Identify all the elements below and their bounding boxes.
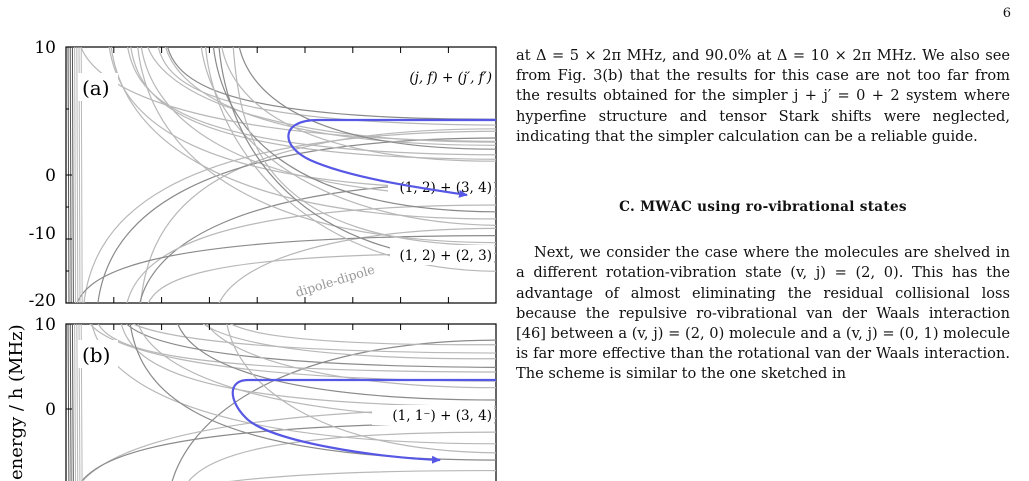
tick-label-b-10: 10 xyxy=(34,315,56,335)
y-axis-label: energy / h (MHz) xyxy=(6,324,27,480)
level-curve-b-13 xyxy=(188,431,496,481)
level-curve-b-8 xyxy=(177,324,496,401)
level-curve-b-2 xyxy=(132,324,496,354)
level-curve-b-wall-1 xyxy=(69,324,72,481)
level-curve-b-1 xyxy=(230,324,496,346)
level-curve-a-19 xyxy=(218,227,496,303)
tick-label-b-0: 0 xyxy=(45,400,56,420)
level-curve-b-11 xyxy=(137,324,496,419)
panel-a-label: (a) xyxy=(82,76,110,100)
paragraph-2: Next, we consider the case where the mol… xyxy=(516,244,1010,383)
text-column: at Δ = 5 × 2π MHz, and 90.0% at Δ = 10 ×… xyxy=(516,46,1010,385)
level-curve-a-25 xyxy=(205,47,496,272)
level-curve-a-11 xyxy=(221,47,496,162)
level-curve-b-wall-2 xyxy=(71,324,74,481)
level-curve-a-13 xyxy=(108,47,496,190)
adiabatic-path-arrow-a xyxy=(287,118,496,198)
level-curve-b-15 xyxy=(226,324,496,454)
panel-b-label: (b) xyxy=(82,343,110,367)
level-curve-a-1 xyxy=(157,47,496,126)
level-curve-a-8 xyxy=(238,47,496,150)
level-curve-a-22 xyxy=(232,47,496,247)
annotation-jf-jf-prime: (j, f) + (j′, f′) xyxy=(409,70,492,86)
section-heading: C. MWAC using ro-vibrational states xyxy=(619,199,907,216)
panel-a-curves xyxy=(67,47,496,303)
figure: 10 0 -10 -20 10 0 energy / h (MHz) (a) (… xyxy=(6,38,497,481)
level-curve-b-17 xyxy=(229,470,496,481)
level-curve-a-18 xyxy=(200,47,496,226)
level-curve-a-wall-3 xyxy=(74,47,77,303)
level-curve-a-wall-2 xyxy=(71,47,74,303)
tick-label-a-0: 0 xyxy=(45,166,56,186)
panel-b-curves xyxy=(67,324,496,481)
level-curve-a-9 xyxy=(127,47,496,156)
level-curve-b-12 xyxy=(81,422,496,481)
tick-label-a-minus20: -20 xyxy=(29,291,56,311)
level-curve-a-23 xyxy=(147,252,496,303)
annotation-12-34: (1, 2) + (3, 4) xyxy=(400,180,492,196)
level-curve-a-2 xyxy=(140,128,496,303)
level-curve-b-3 xyxy=(202,324,496,360)
annotation-11minus-34: (1, 1⁻) + (3, 4) xyxy=(392,408,492,424)
paragraph-1: at Δ = 5 × 2π MHz, and 90.0% at Δ = 10 ×… xyxy=(516,47,1010,145)
level-curve-a-16 xyxy=(212,47,496,213)
level-curve-a-15 xyxy=(126,204,496,303)
tick-label-a-10: 10 xyxy=(34,38,56,58)
level-curve-a-7 xyxy=(165,47,496,146)
level-curve-b-wall-0 xyxy=(67,324,70,481)
level-curve-b-9 xyxy=(120,324,496,408)
axis-ticks xyxy=(66,46,449,410)
level-curve-b-7 xyxy=(206,324,496,389)
level-curve-b-4 xyxy=(126,324,496,368)
level-curve-a-10 xyxy=(130,47,496,160)
level-curve-b-wall-4 xyxy=(76,324,79,481)
page-number: 6 xyxy=(1002,6,1011,21)
tick-label-a-minus10: -10 xyxy=(29,224,56,244)
level-curve-b-wall-3 xyxy=(74,324,77,481)
annotation-dipole-dipole: dipole-dipole xyxy=(293,262,376,300)
level-curve-a-wall-4 xyxy=(76,47,79,303)
annotation-12-23: (1, 2) + (2, 3) xyxy=(400,248,492,264)
level-curve-a-0 xyxy=(166,47,496,120)
adiabatic-path-arrow-b xyxy=(231,378,496,464)
